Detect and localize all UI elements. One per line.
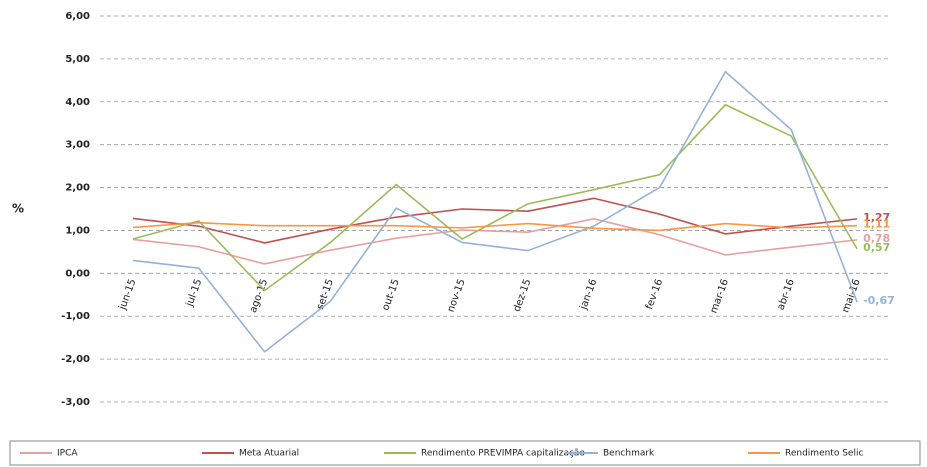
- series-line: [132, 218, 858, 265]
- data-label: 1,27: [863, 211, 890, 224]
- y-tick-label: -1,00: [61, 311, 90, 322]
- x-tick-label: fev-16: [644, 278, 665, 312]
- x-tick-label: jun-15: [117, 278, 139, 313]
- legend-label: Rendimento Selic: [785, 449, 863, 459]
- x-tick-label: mai-16: [840, 278, 862, 315]
- y-tick-label: 3,00: [65, 140, 90, 151]
- y-tick-label: 4,00: [65, 97, 90, 108]
- y-tick-label: -3,00: [61, 397, 90, 408]
- legend-label: Meta Atuarial: [239, 449, 299, 459]
- y-tick-label: 5,00: [65, 54, 90, 65]
- y-tick-label: 6,00: [65, 11, 90, 22]
- legend-label: Rendimento PREVIMPA capitalização: [421, 449, 585, 459]
- data-label: 0,78: [863, 232, 890, 245]
- legend-box: [9, 440, 921, 466]
- legend-label: Benchmark: [603, 449, 655, 459]
- y-tick-label: 1,00: [65, 225, 90, 236]
- series-line: [132, 70, 858, 353]
- x-tick-label: abr-16: [776, 278, 797, 312]
- x-tick-label: out-15: [380, 278, 402, 313]
- series-line: [132, 103, 858, 292]
- x-tick-label: mar-16: [709, 278, 732, 315]
- data-label: 0,57: [863, 241, 890, 254]
- x-tick-label: dez-15: [512, 278, 534, 314]
- x-tick-label: jul-15: [184, 278, 204, 309]
- y-tick-label: 0,00: [65, 268, 90, 279]
- x-tick-label: nov-15: [446, 278, 468, 314]
- series-line: [132, 221, 858, 232]
- data-label: -0,67: [863, 294, 895, 307]
- legend-label: IPCA: [57, 449, 78, 459]
- y-tick-label: 2,00: [65, 183, 90, 194]
- x-tick-label: jan-16: [578, 278, 599, 312]
- x-tick-label: ago-15: [248, 278, 270, 315]
- x-tick-label: set-15: [315, 278, 336, 311]
- y-axis-label: %: [12, 202, 24, 216]
- y-tick-label: -2,00: [61, 354, 90, 365]
- data-label: 1,11: [863, 218, 890, 231]
- series-line: [132, 197, 858, 244]
